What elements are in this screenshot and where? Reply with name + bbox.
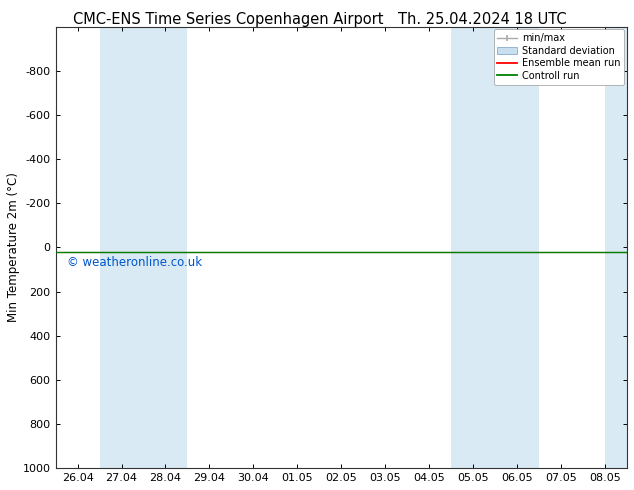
Text: CMC-ENS Time Series Copenhagen Airport: CMC-ENS Time Series Copenhagen Airport [73,12,384,27]
Bar [100,26,188,468]
Text: Th. 25.04.2024 18 UTC: Th. 25.04.2024 18 UTC [398,12,566,27]
Y-axis label: Min Temperature 2m (°C): Min Temperature 2m (°C) [7,172,20,322]
Bar [605,26,634,468]
Legend: min/max, Standard deviation, Ensemble mean run, Controll run: min/max, Standard deviation, Ensemble me… [493,29,624,85]
Bar [451,26,539,468]
Text: © weatheronline.co.uk: © weatheronline.co.uk [67,256,202,270]
